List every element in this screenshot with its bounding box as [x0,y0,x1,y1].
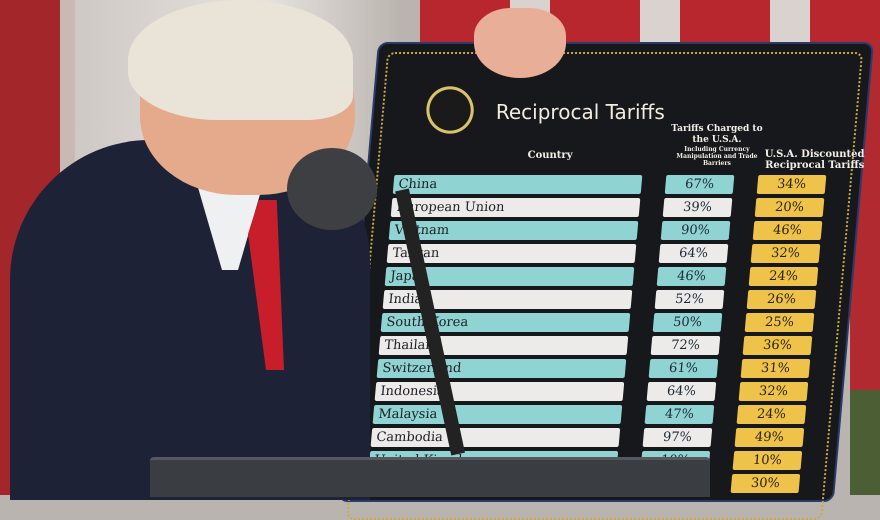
foliage [850,390,880,495]
presidential-seal [414,74,487,146]
country-cell: Cambodia [370,428,621,447]
charged-cell: 67% [664,175,735,194]
charged-cell: 61% [648,359,719,378]
charged-cell: 72% [650,336,721,355]
charged-cell: 52% [654,290,725,309]
reciprocal-cell: 25% [744,313,815,332]
reciprocal-cell: 24% [736,405,807,424]
reciprocal-cell: 32% [738,382,809,401]
reciprocal-cell: 49% [734,428,805,447]
reciprocal-cell: 34% [756,175,827,194]
reciprocal-cell: 24% [748,267,819,286]
header-country: Country [527,150,573,161]
country-cell: Switzerland [376,359,627,378]
reciprocal-cell: 32% [750,244,821,263]
microphone-icon [287,148,377,230]
country-cell: Thailand [378,336,629,355]
reciprocal-cell: 20% [754,198,825,217]
board-title: Reciprocal Tariffs [495,100,665,124]
header-reciprocal: U.S.A. Discounted Reciprocal Tariffs [764,149,865,171]
charged-cell: 97% [642,428,713,447]
reciprocal-cell: 36% [742,336,813,355]
charged-cell: 90% [660,221,731,240]
header-charged-text: Tariffs Charged to the U.S.A. [671,124,763,145]
reciprocal-cell: 46% [752,221,823,240]
hand [474,8,566,78]
reciprocal-cell: 31% [740,359,811,378]
charged-cell: 47% [644,405,715,424]
reciprocal-cell: 30% [730,474,801,493]
hair [128,0,353,120]
reciprocal-cell: 26% [746,290,817,309]
charged-cell: 39% [662,198,733,217]
country-cell: South Korea [380,313,631,332]
charged-cell: 50% [652,313,723,332]
country-cell: Malaysia [372,405,623,424]
country-cell: Vietnam [388,221,639,240]
charged-cell: 64% [658,244,729,263]
country-cell: China [392,175,643,194]
charged-cell: 46% [656,267,727,286]
reciprocal-cell: 10% [732,451,803,470]
country-cell: Indonesia [374,382,625,401]
country-cell: European Union [390,198,641,217]
charged-cell: 64% [646,382,717,401]
podium [150,457,710,497]
header-charged: Tariffs Charged to the U.S.A. Including C… [667,124,767,167]
header-charged-note: Including Currency Manipulation and Trad… [676,146,758,167]
